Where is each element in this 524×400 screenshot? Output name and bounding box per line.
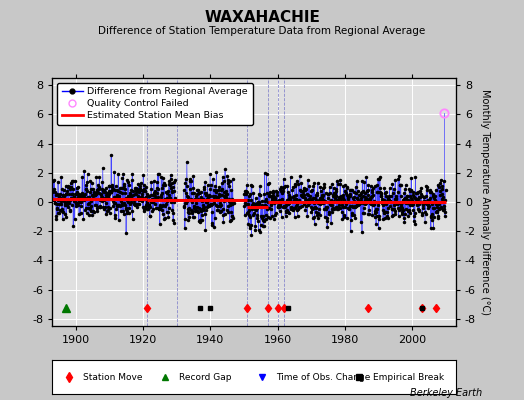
Text: Time of Obs. Change: Time of Obs. Change <box>276 372 370 382</box>
Text: Empirical Break: Empirical Break <box>373 372 444 382</box>
Legend: Difference from Regional Average, Quality Control Failed, Estimated Station Mean: Difference from Regional Average, Qualit… <box>57 83 253 125</box>
Text: Station Move: Station Move <box>83 372 142 382</box>
Text: Difference of Station Temperature Data from Regional Average: Difference of Station Temperature Data f… <box>99 26 425 36</box>
Text: WAXAHACHIE: WAXAHACHIE <box>204 10 320 25</box>
Y-axis label: Monthly Temperature Anomaly Difference (°C): Monthly Temperature Anomaly Difference (… <box>480 89 490 315</box>
Text: Berkeley Earth: Berkeley Earth <box>410 388 482 398</box>
Text: Record Gap: Record Gap <box>180 372 232 382</box>
